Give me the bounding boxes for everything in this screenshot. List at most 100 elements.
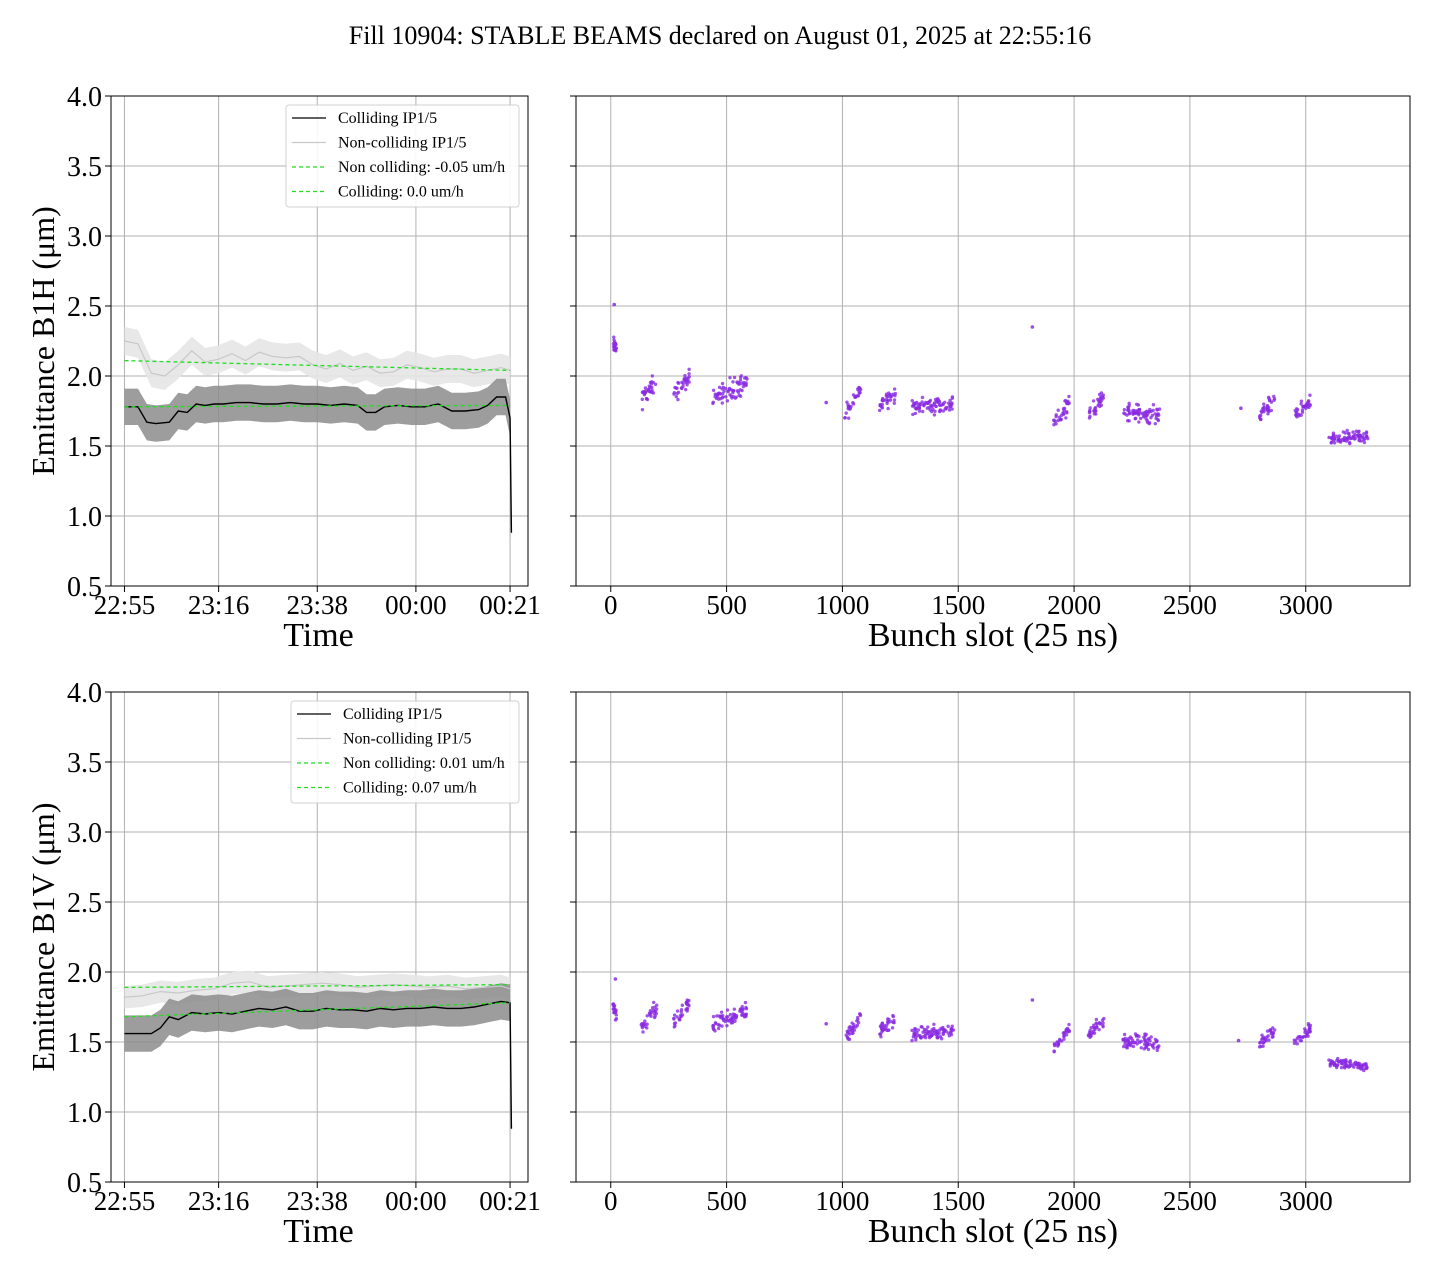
plot-area <box>611 977 1369 1073</box>
bunch-point <box>720 387 724 391</box>
x-tick-label: 00:00 <box>385 590 447 620</box>
bunch-point <box>1357 429 1361 434</box>
bunch-point <box>912 402 917 407</box>
bunch-point <box>1327 435 1331 440</box>
bunch-point <box>1102 1016 1106 1021</box>
bunch-point <box>1329 1059 1333 1063</box>
bunch-point <box>1358 1066 1362 1070</box>
bunch-point <box>722 389 726 393</box>
bunch-point <box>916 402 920 407</box>
bunch-point <box>844 411 848 415</box>
bunch-point <box>653 1009 658 1014</box>
bunch-point <box>913 411 918 416</box>
bunch-point <box>1136 1038 1140 1042</box>
bunch-point <box>728 393 732 397</box>
bunch-point <box>685 1002 689 1007</box>
bunch-point <box>716 391 721 396</box>
bunch-point <box>931 1032 936 1036</box>
bunch-point <box>1308 393 1312 397</box>
bunch-point <box>1093 405 1098 410</box>
bunch-point <box>1339 1065 1344 1070</box>
bunch-point <box>1095 1025 1099 1029</box>
bunch-point <box>910 1038 914 1043</box>
bunch-point <box>850 1028 855 1033</box>
bunch-point <box>1155 1045 1160 1049</box>
bunch-point <box>650 374 655 378</box>
bunch-point <box>1262 405 1266 409</box>
bunch-point <box>879 1035 883 1039</box>
figure-title: Fill 10904: STABLE BEAMS declared on Aug… <box>349 21 1092 50</box>
bunch-point <box>726 1019 730 1023</box>
bunch-point <box>1056 418 1060 423</box>
bunch-point <box>1127 419 1131 423</box>
bunch-point <box>1342 1058 1346 1063</box>
bunch-group <box>844 1012 863 1042</box>
x-tick-label: 0 <box>604 1186 618 1216</box>
bunch-point <box>1300 408 1305 412</box>
bunch-point <box>676 390 681 395</box>
bunch-point <box>1294 413 1298 418</box>
bunch-point <box>720 401 725 405</box>
bunch-point <box>1144 1045 1148 1050</box>
bunch-point <box>1268 398 1272 402</box>
bunch-point <box>711 401 715 406</box>
bunch-point <box>676 397 680 402</box>
bunch-point <box>1336 1056 1340 1061</box>
bunch-point <box>1265 1029 1270 1033</box>
bunch-point <box>734 395 738 399</box>
bunch-point <box>891 1014 896 1019</box>
bunch-point <box>1030 325 1035 329</box>
bunch-point <box>720 381 725 386</box>
bunch-point <box>724 1015 729 1019</box>
bunch-point <box>1067 1022 1071 1027</box>
bunch-group <box>1327 428 1370 446</box>
bunch-point <box>1101 393 1106 397</box>
bunch-point <box>721 1017 725 1021</box>
bunch-point <box>1062 1034 1066 1038</box>
bunch-point <box>1156 417 1160 422</box>
bunch-point <box>1063 398 1068 403</box>
x-tick-label: 1000 <box>815 1186 869 1216</box>
y-axis-label: Emittance B1V (μm) <box>25 803 61 1072</box>
bunch-point <box>1125 1046 1129 1050</box>
bunch-point <box>718 397 723 401</box>
bunch-point <box>651 380 656 385</box>
bunch-point <box>738 388 742 392</box>
bunch-group <box>910 395 955 417</box>
bunch-point <box>934 1029 938 1033</box>
legend-entry: Non colliding: -0.05 um/h <box>338 159 505 176</box>
bunch-point <box>936 1035 940 1039</box>
bunch-point <box>644 396 649 401</box>
bunch-group <box>672 367 691 402</box>
bunch-point <box>1098 1022 1103 1026</box>
x-tick-label: 00:00 <box>385 1186 447 1216</box>
bunch-group <box>1122 401 1162 426</box>
bunch-point <box>687 998 691 1003</box>
bunch-point <box>744 375 748 380</box>
y-axis-label: Emittance B1H (μm) <box>25 206 61 476</box>
bunch-point <box>1153 421 1157 426</box>
bunch-point <box>946 1031 950 1035</box>
bunch-point <box>1295 1042 1299 1046</box>
bunch-point <box>1364 431 1369 435</box>
bunch-point <box>1094 1021 1098 1025</box>
bunch-point <box>641 1030 645 1034</box>
bunch-point <box>932 413 937 417</box>
band-noncolliding <box>124 970 511 1009</box>
bunch-point <box>857 389 861 393</box>
bunch-point <box>1128 1035 1133 1039</box>
bunch-point <box>647 384 651 388</box>
bunch-point <box>653 1005 657 1009</box>
bunch-point <box>672 390 677 395</box>
bunch-point <box>1147 1037 1151 1041</box>
bunch-group <box>1086 1016 1106 1039</box>
x-axis-label: Time <box>283 1213 354 1250</box>
bunch-point <box>932 1022 936 1026</box>
bunch-point <box>1137 1040 1142 1045</box>
bunch-point <box>728 375 732 380</box>
bunch-group <box>639 1000 659 1034</box>
bunch-point <box>917 406 922 411</box>
bunch-point <box>1265 404 1270 409</box>
bunch-point <box>1052 1049 1056 1053</box>
bunch-point <box>887 1017 891 1022</box>
